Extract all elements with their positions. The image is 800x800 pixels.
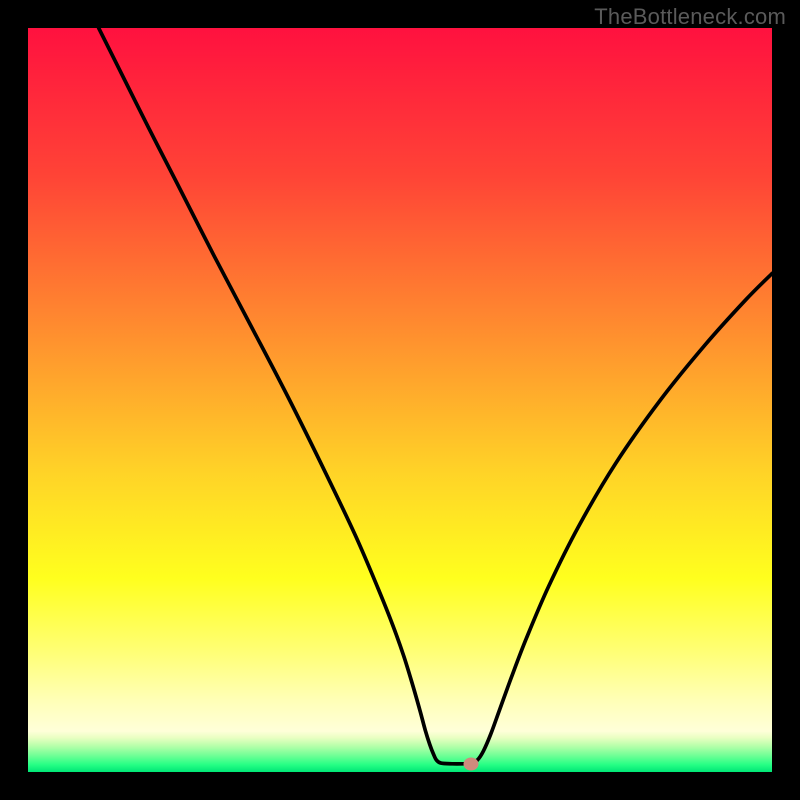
optimum-marker	[463, 757, 478, 770]
curve-path	[99, 28, 772, 764]
plot-area	[28, 28, 772, 772]
chart-frame: TheBottleneck.com	[0, 0, 800, 800]
bottleneck-curve	[28, 28, 772, 772]
watermark-text: TheBottleneck.com	[594, 4, 786, 30]
